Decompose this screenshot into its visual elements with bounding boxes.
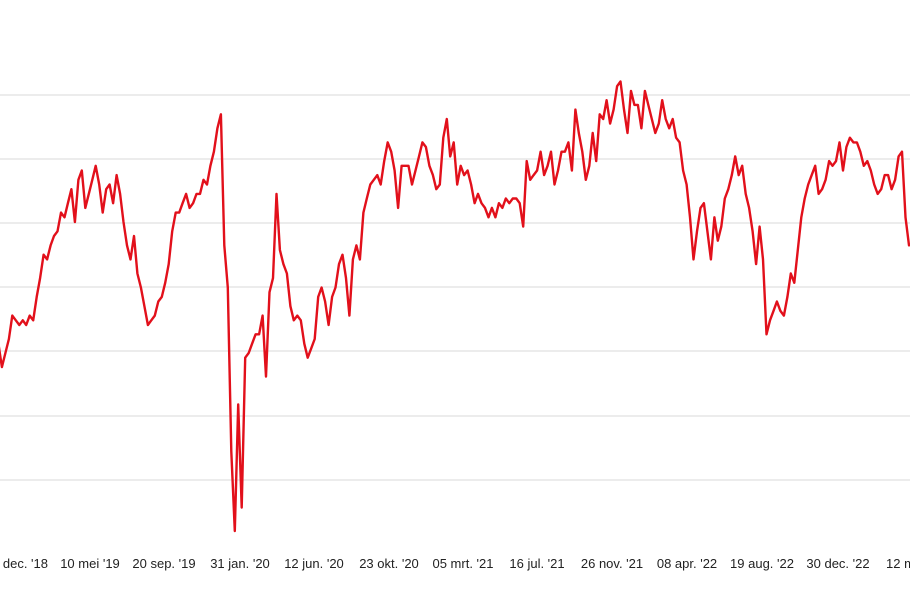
x-tick-label: 26 nov. '21 — [581, 556, 643, 571]
x-axis-tick-labels: 3 dec. '18 10 mei '19 20 sep. '19 31 jan. '… — [0, 556, 910, 571]
x-tick-label: 20 sep. '19 — [132, 556, 195, 571]
x-tick-label: 12 jun. '20 — [284, 556, 344, 571]
x-tick-label: 31 jan. '20 — [210, 556, 270, 571]
x-tick-label: 10 mei '19 — [60, 556, 120, 571]
x-tick-label: 23 okt. '20 — [359, 556, 419, 571]
x-tick-label: 08 apr. '22 — [657, 556, 717, 571]
gridlines — [0, 94, 910, 481]
x-tick-label: 19 aug. '22 — [730, 556, 794, 571]
x-tick-label: 16 jul. '21 — [509, 556, 564, 571]
x-tick-label: 05 mrt. '21 — [432, 556, 493, 571]
x-tick-label: 30 dec. '22 — [806, 556, 869, 571]
x-tick-label: 3 dec. '18 — [0, 556, 48, 571]
series-group — [0, 80, 910, 533]
x-tick-label: 12 m — [886, 556, 910, 571]
series-line — [0, 80, 910, 533]
